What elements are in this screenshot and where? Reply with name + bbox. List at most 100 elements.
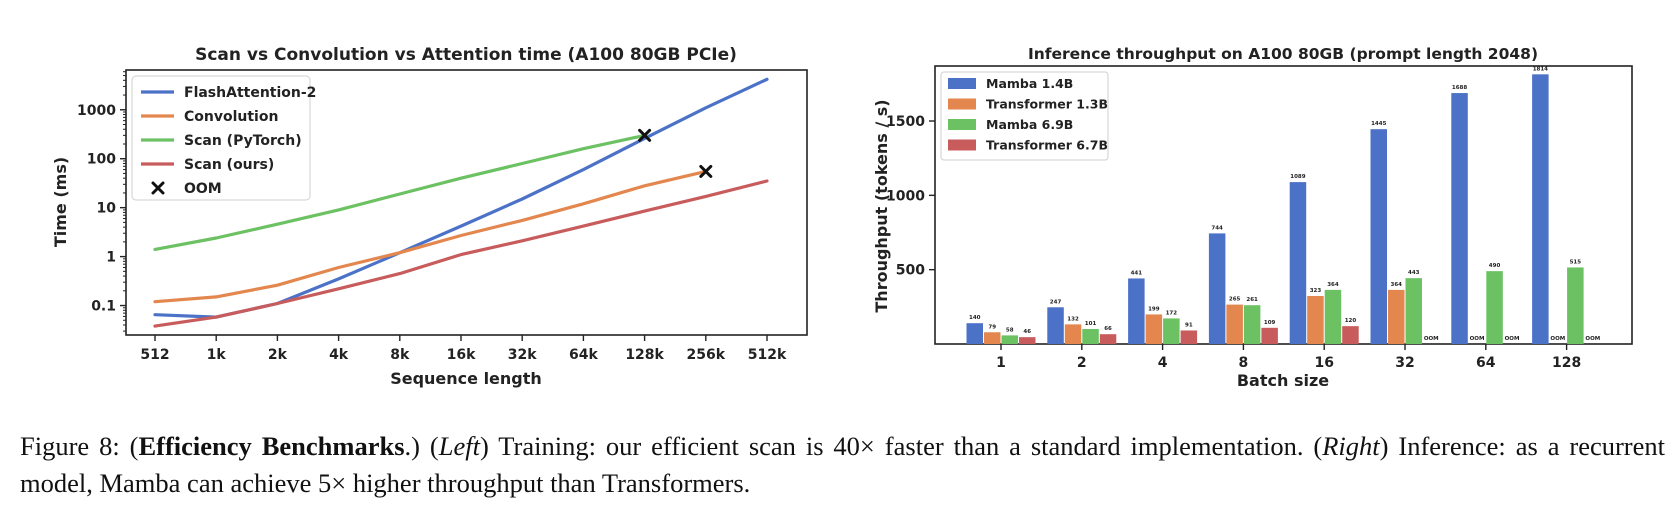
- bar-transformer-1-3b: [1064, 324, 1082, 344]
- left-x-tick-label: 128k: [625, 347, 664, 363]
- bar-value-label: 199: [1148, 306, 1160, 312]
- legend-label-transformer-6-7b: Transformer 6.7B: [986, 138, 1108, 153]
- right-bar-chart: Inference throughput on A100 80GB (promp…: [872, 45, 1633, 390]
- caption-figure-label: Figure 8: (: [20, 431, 139, 461]
- right-x-tick-label: 128: [1552, 355, 1581, 371]
- bar-value-label: 66: [1104, 326, 1112, 332]
- bar-value-label: 140: [969, 315, 981, 321]
- legend-swatch-transformer-1-3b: [948, 98, 976, 110]
- left-line-chart: Scan vs Convolution vs Attention time (A…: [51, 45, 808, 388]
- left-x-tick-label: 32k: [508, 347, 537, 363]
- left-plot-frame: [125, 69, 808, 336]
- legend-label-mamba-1-4b: Mamba 1.4B: [986, 76, 1073, 91]
- legend-label-flashattention-2: FlashAttention-2: [184, 85, 316, 101]
- bar-value-label: 101: [1085, 321, 1097, 327]
- bar-value-label: 744: [1211, 225, 1223, 231]
- caption-right-text: ) Inference: as a recurrent model, Mamba…: [20, 431, 1666, 498]
- left-x-tick-label: 1k: [207, 347, 227, 363]
- right-x-tick-label: 64: [1476, 355, 1496, 371]
- legend-oom-marker: [151, 181, 165, 195]
- caption-right-label: Right: [1322, 431, 1380, 461]
- bar-value-label: 265: [1229, 297, 1241, 303]
- bar-value-label: 91: [1185, 322, 1193, 328]
- oom-label: OOM: [1470, 336, 1485, 342]
- left-y-tick-label: 1: [106, 250, 116, 266]
- bar-value-label: 172: [1166, 310, 1178, 316]
- bar-value-label: 109: [1264, 320, 1276, 326]
- bar-mamba-1-4b: [1289, 182, 1307, 344]
- bar-value-label: 490: [1489, 263, 1501, 269]
- bar-value-label: 1089: [1290, 174, 1305, 180]
- bar-transformer-1-3b: [984, 332, 1001, 344]
- bar-mamba-1-4b: [1208, 233, 1226, 344]
- bar-value-label: 58: [1006, 327, 1014, 333]
- bar-value-label: 132: [1067, 316, 1079, 322]
- bar-value-label: 443: [1408, 270, 1420, 276]
- right-y-tick-label: 1500: [886, 114, 925, 130]
- bar-value-label: 261: [1246, 297, 1258, 303]
- oom-label: OOM: [1505, 336, 1520, 342]
- bar-value-label: 120: [1345, 318, 1357, 324]
- figure: Scan vs Convolution vs Attention time (A…: [51, 45, 1633, 390]
- bar-mamba-6-9b: [1324, 289, 1342, 344]
- bar-value-label: 441: [1131, 270, 1143, 276]
- bar-transformer-1-3b: [1307, 295, 1324, 344]
- bar-value-label: 1814: [1533, 66, 1548, 72]
- bar-transformer-6-7b: [1099, 334, 1117, 344]
- oom-marker: [699, 164, 713, 178]
- bar-mamba-6-9b: [1486, 271, 1503, 344]
- right-x-tick-label: 32: [1395, 355, 1414, 371]
- oom-marker: [638, 128, 652, 142]
- left-x-axis-label: Sequence length: [390, 369, 542, 388]
- left-chart-title: Scan vs Convolution vs Attention time (A…: [195, 45, 737, 65]
- left-y-tick-label: 100: [87, 152, 116, 168]
- caption-bold-title: Efficiency Benchmarks: [138, 431, 405, 461]
- legend-label-mamba-6-9b: Mamba 6.9B: [986, 117, 1073, 132]
- bar-mamba-6-9b: [1405, 278, 1422, 344]
- oom-label: OOM: [1424, 336, 1439, 342]
- right-x-axis-label: Batch size: [1237, 371, 1329, 390]
- right-y-tick-label: 500: [896, 263, 925, 279]
- bar-value-label: 247: [1050, 299, 1062, 305]
- legend-swatch-mamba-1-4b: [948, 78, 976, 89]
- legend-label-scan-pytorch: Scan (PyTorch): [184, 133, 302, 149]
- bar-value-label: 515: [1570, 259, 1582, 265]
- bar-transformer-1-3b: [1226, 304, 1243, 344]
- legend-swatch-transformer-6-7b: [948, 139, 976, 151]
- bar-value-label: 364: [1391, 282, 1403, 288]
- bar-value-label: 46: [1023, 329, 1031, 335]
- bar-mamba-1-4b: [1532, 74, 1549, 344]
- bar-transformer-6-7b: [1261, 327, 1278, 344]
- legend-label-convolution: Convolution: [184, 109, 278, 125]
- left-y-tick-label: 0.1: [91, 299, 116, 315]
- left-y-axis-label: Time (ms): [51, 157, 70, 247]
- bar-mamba-6-9b: [1001, 335, 1018, 344]
- left-x-tick-label: 2k: [268, 347, 288, 363]
- right-x-tick-label: 2: [1077, 355, 1087, 371]
- bar-transformer-6-7b: [1019, 337, 1036, 344]
- series-line-scan-pytorch: [153, 133, 647, 251]
- bar-transformer-1-3b: [1388, 289, 1405, 344]
- right-y-axis-label: Throughput (tokens / s): [872, 99, 891, 312]
- oom-label: OOM: [1550, 336, 1565, 342]
- bar-transformer-1-3b: [1145, 314, 1163, 344]
- legend-label-transformer-1-3b: Transformer 1.3B: [986, 97, 1108, 112]
- bar-value-label: 364: [1327, 282, 1339, 288]
- caption-left-label: Left: [438, 431, 480, 461]
- left-x-tick-label: 256k: [687, 347, 726, 363]
- series-line-scan-ours: [153, 179, 769, 328]
- bar-mamba-1-4b: [1451, 93, 1468, 344]
- legend-label-scan-ours: Scan (ours): [184, 157, 274, 173]
- right-legend: Mamba 1.4B Transformer 1.3B Mamba 6.9B Tran…: [940, 71, 1109, 161]
- left-x-tick-label: 512: [140, 347, 169, 363]
- bar-value-label: 1688: [1452, 85, 1467, 91]
- bar-value-label: 323: [1310, 288, 1322, 294]
- left-x-tick-label: 8k: [390, 347, 410, 363]
- bar-value-label: 79: [988, 324, 996, 330]
- caption-after-title: .) (: [404, 431, 439, 461]
- right-x-tick-label: 16: [1314, 355, 1333, 371]
- left-x-tick-label: 64k: [569, 347, 598, 363]
- bar-transformer-6-7b: [1342, 326, 1359, 344]
- bar-mamba-6-9b: [1567, 267, 1584, 344]
- caption-left-text: ) Training: our efficient scan is 40× fa…: [479, 431, 1323, 461]
